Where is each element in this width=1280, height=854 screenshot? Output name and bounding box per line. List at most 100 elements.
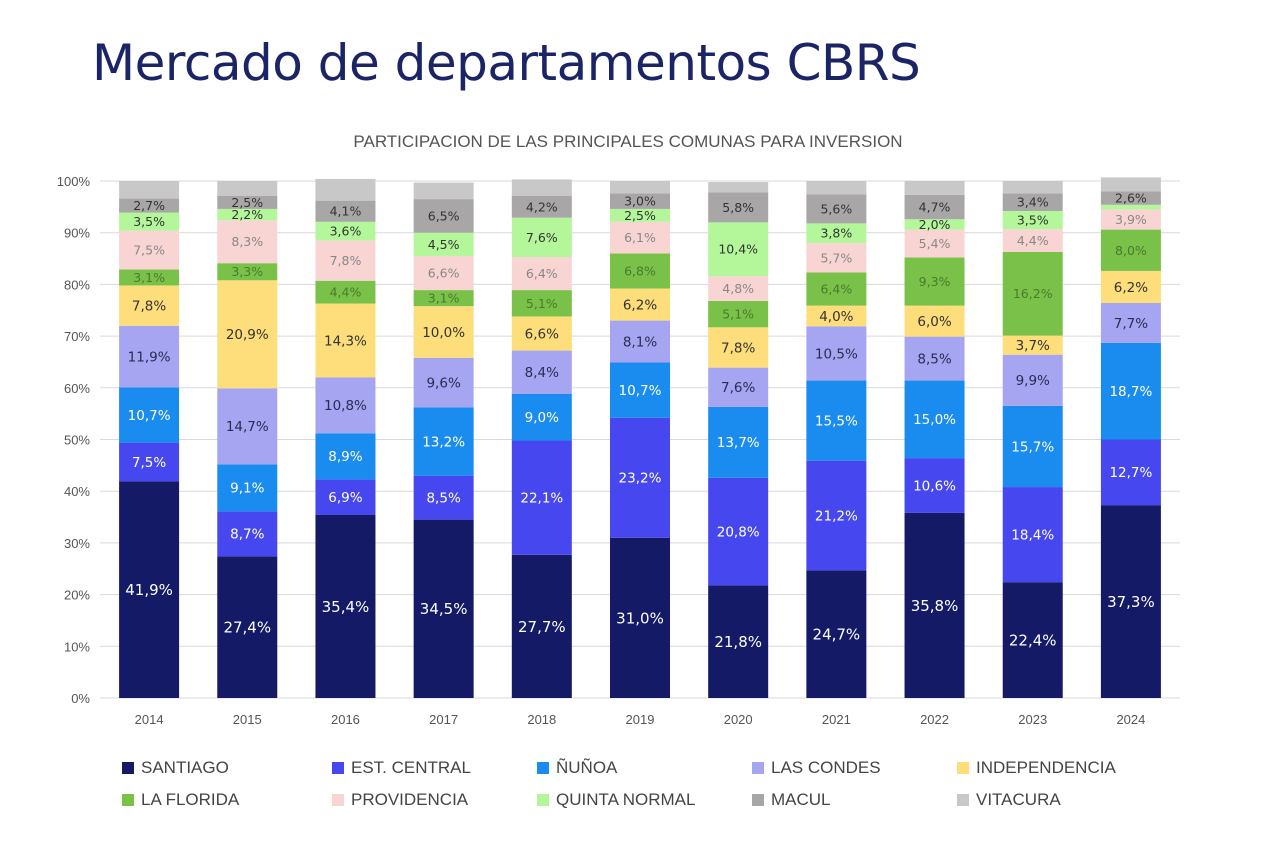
- bar-segment-vitacura: [904, 181, 965, 195]
- data-label: 3,3%: [231, 264, 263, 279]
- bar-segment-la-florida: [610, 253, 670, 289]
- legend-swatch: [122, 794, 134, 806]
- bar-segment-santiago: [119, 481, 180, 698]
- data-label: 14,3%: [324, 333, 367, 349]
- bar-segment-ñuñoa: [806, 380, 867, 461]
- bar-segment-la-florida: [904, 257, 965, 306]
- bar-segment-las-condes: [511, 350, 572, 395]
- legend-swatch: [752, 794, 764, 806]
- legend-label: INDEPENDENCIA: [976, 758, 1116, 777]
- bar-segment-vitacura: [413, 182, 474, 200]
- bar-segment-santiago: [610, 537, 670, 698]
- data-label: 15,5%: [815, 413, 858, 429]
- legend-swatch: [752, 762, 764, 774]
- data-label: 22,4%: [1009, 631, 1057, 649]
- data-label: 2,6%: [1115, 191, 1147, 206]
- bar-segment-vitacura: [806, 181, 867, 195]
- legend-item: QUINTA NORMAL: [537, 790, 695, 810]
- data-label: 21,2%: [815, 508, 858, 524]
- y-tick-label: 100%: [57, 174, 91, 189]
- bar-segment-macul: [217, 195, 278, 209]
- x-tick-label: 2017: [429, 712, 458, 727]
- bar-segment-independencia: [806, 305, 867, 327]
- bar-segment-las-condes: [708, 367, 769, 407]
- data-label: 3,5%: [1017, 213, 1049, 228]
- x-tick-label: 2014: [135, 712, 164, 727]
- legend-swatch: [957, 794, 969, 806]
- x-tick-label: 2022: [920, 712, 949, 727]
- bar-segment-ñuñoa: [119, 387, 180, 443]
- data-label: 4,4%: [1017, 233, 1049, 248]
- data-label: 7,8%: [330, 253, 362, 268]
- x-tick-label: 2024: [1116, 712, 1145, 727]
- data-label: 27,4%: [223, 619, 271, 637]
- bar-segment-las-condes: [806, 326, 867, 381]
- data-label: 20,8%: [717, 524, 760, 540]
- data-label: 4,2%: [526, 199, 558, 214]
- bar-segment-las-condes: [119, 325, 180, 388]
- x-tick-label: 2018: [527, 712, 556, 727]
- data-label: 10,7%: [128, 408, 171, 424]
- bar-segment-independencia: [708, 327, 769, 368]
- data-label: 21,8%: [714, 633, 762, 651]
- x-tick-label: 2021: [822, 712, 851, 727]
- y-tick-label: 20%: [64, 588, 90, 603]
- data-label: 13,7%: [717, 435, 760, 451]
- data-label: 5,6%: [820, 201, 852, 216]
- bar-segment-las-condes: [1002, 354, 1063, 406]
- legend-item: LAS CONDES: [752, 758, 881, 778]
- bar-segment-independencia: [413, 306, 474, 358]
- data-label: 2,7%: [133, 198, 165, 213]
- data-label: 8,9%: [328, 449, 362, 465]
- bar-segment-macul: [1100, 191, 1161, 205]
- data-label: 18,4%: [1011, 527, 1054, 543]
- bar-segment-macul: [904, 194, 965, 220]
- y-tick-label: 0%: [71, 691, 90, 706]
- bar-segment-macul: [315, 200, 376, 222]
- data-label: 18,7%: [1109, 384, 1152, 400]
- bar-segment-est-central: [708, 477, 769, 586]
- data-label: 8,5%: [917, 351, 951, 367]
- bar-segment-est-central: [217, 511, 278, 557]
- bar-segment-est-central: [1002, 487, 1063, 583]
- bar-segment-providencia: [413, 255, 474, 291]
- bar-segment-est-central: [315, 479, 376, 515]
- bar-segment-independencia: [315, 303, 376, 378]
- y-tick-label: 50%: [64, 433, 90, 448]
- bar-segment-quinta-normal: [708, 222, 769, 277]
- bar-segment-santiago: [511, 554, 572, 698]
- data-label: 10,4%: [718, 242, 758, 257]
- data-label: 7,7%: [1114, 316, 1148, 332]
- data-label: 6,2%: [1114, 280, 1148, 296]
- y-tick-label: 10%: [64, 639, 90, 654]
- legend-item: EST. CENTRAL: [332, 758, 471, 778]
- legend-item: MACUL: [752, 790, 831, 810]
- chart-title: PARTICIPACION DE LAS PRINCIPALES COMUNAS…: [353, 132, 903, 151]
- bar-segment-macul: [413, 199, 474, 233]
- data-label: 7,8%: [132, 298, 166, 314]
- bar-segment-ñuñoa: [708, 406, 769, 478]
- bar-segment-la-florida: [708, 300, 769, 328]
- data-label: 4,5%: [428, 237, 460, 252]
- data-label: 8,7%: [230, 527, 264, 543]
- legend-swatch: [537, 762, 549, 774]
- data-label: 13,2%: [422, 434, 465, 450]
- bar-segment-vitacura: [1100, 177, 1161, 192]
- data-label: 6,2%: [623, 297, 657, 313]
- bar-segment-las-condes: [610, 320, 670, 363]
- data-label: 4,7%: [919, 200, 951, 215]
- bar-segment-quinta-normal: [610, 208, 670, 222]
- data-label: 5,1%: [722, 307, 754, 322]
- data-label: 5,7%: [820, 250, 852, 265]
- data-label: 22,1%: [520, 491, 563, 507]
- data-label: 4,1%: [330, 204, 362, 219]
- data-label: 16,2%: [1013, 286, 1053, 301]
- data-label: 7,8%: [721, 340, 755, 356]
- bar-segment-ñuñoa: [315, 433, 376, 480]
- bar-segment-la-florida: [119, 269, 180, 286]
- data-label: 11,9%: [128, 349, 171, 365]
- bar-segment-macul: [511, 195, 572, 218]
- bar-segment-macul: [610, 193, 670, 209]
- bar-segment-las-condes: [413, 357, 474, 408]
- data-label: 4,0%: [819, 309, 853, 325]
